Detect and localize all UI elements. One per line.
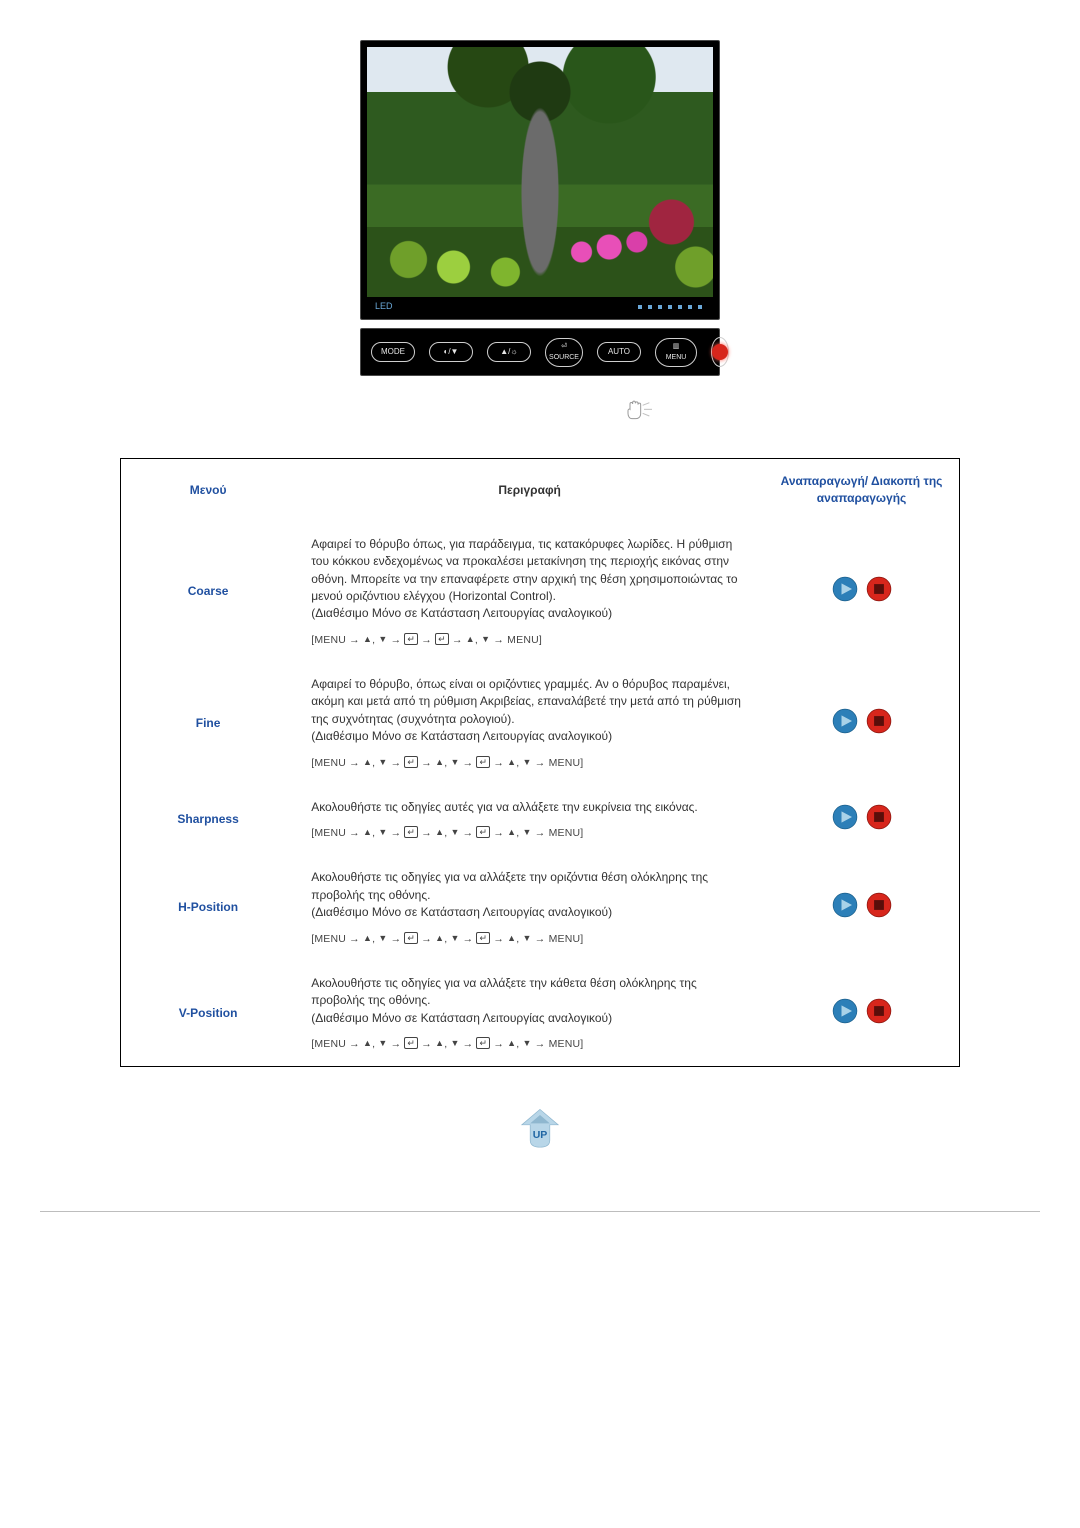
play-stop-cell: [764, 785, 959, 856]
source-enter-icon: ⏎: [561, 342, 567, 352]
svg-text:UP: UP: [533, 1129, 548, 1141]
stop-icon[interactable]: [865, 891, 893, 919]
tap-hand-illustration: [120, 396, 960, 428]
nav-sequence: [MENU → ▲, ▼ → ↵ → ▲, ▼ → ↵ → ▲, ▼ → MEN…: [311, 1037, 748, 1052]
play-icon[interactable]: [831, 575, 859, 603]
power-led-icon: [712, 344, 728, 360]
menu-description: Αφαιρεί το θόρυβο, όπως είναι οι οριζόντ…: [295, 662, 764, 785]
play-icon[interactable]: [831, 803, 859, 831]
auto-button[interactable]: AUTO: [597, 342, 641, 362]
contrast-down-button[interactable]: ◐/▼: [429, 342, 473, 362]
led-strip: LED: [367, 297, 713, 313]
monitor-bezel: LED: [360, 40, 720, 320]
table-header-row: Μενού Περιγραφή Αναπαραγωγή/ Διακοπή της…: [121, 459, 960, 522]
play-stop-cell: [764, 662, 959, 785]
stop-icon[interactable]: [865, 997, 893, 1025]
mode-button[interactable]: MODE: [371, 342, 415, 362]
hand-icon: [620, 396, 660, 428]
menu-description: Ακολουθήστε τις οδηγίες για να αλλάξετε …: [295, 961, 764, 1067]
play-icon[interactable]: [831, 707, 859, 735]
table-row: SharpnessΑκολουθήστε τις οδηγίες αυτές γ…: [121, 785, 960, 856]
header-play: Αναπαραγωγή/ Διακοπή της αναπαραγωγής: [764, 459, 959, 522]
menu-name: H-Position: [121, 855, 296, 960]
footer-divider: [40, 1211, 1040, 1212]
nav-sequence: [MENU → ▲, ▼ → ↵ → ▲, ▼ → ↵ → ▲, ▼ → MEN…: [311, 756, 748, 771]
nav-sequence: [MENU → ▲, ▼ → ↵ → ↵ → ▲, ▼ → MENU]: [311, 633, 748, 648]
menu-button[interactable]: ▥ MENU: [655, 338, 697, 367]
table-row: CoarseΑφαιρεί το θόρυβο όπως, για παράδε…: [121, 522, 960, 662]
led-label: LED: [375, 301, 393, 311]
header-desc: Περιγραφή: [295, 459, 764, 522]
play-icon[interactable]: [831, 997, 859, 1025]
settings-table: Μενού Περιγραφή Αναπαραγωγή/ Διακοπή της…: [120, 458, 960, 1067]
monitor-control-bar: MODE ◐/▼ ▲/☼ ⏎ SOURCE AUTO ▥ MENU: [360, 328, 720, 376]
table-row: H-PositionΑκολουθήστε τις οδηγίες για να…: [121, 855, 960, 960]
power-button[interactable]: [711, 337, 729, 367]
nav-sequence: [MENU → ▲, ▼ → ↵ → ▲, ▼ → ↵ → ▲, ▼ → MEN…: [311, 932, 748, 947]
monitor-photo: LED MODE ◐/▼ ▲/☼ ⏎ SOURCE AUTO ▥ MENU: [360, 40, 720, 376]
play-stop-cell: [764, 961, 959, 1067]
menu-name: V-Position: [121, 961, 296, 1067]
back-to-top-button[interactable]: UP: [120, 1107, 960, 1151]
nav-sequence: [MENU → ▲, ▼ → ↵ → ▲, ▼ → ↵ → ▲, ▼ → MEN…: [311, 826, 748, 841]
stop-icon[interactable]: [865, 575, 893, 603]
source-label: SOURCE: [549, 353, 579, 363]
play-icon[interactable]: [831, 891, 859, 919]
menu-description: Αφαιρεί το θόρυβο όπως, για παράδειγμα, …: [295, 522, 764, 662]
header-menu: Μενού: [121, 459, 296, 522]
menu-description: Ακολουθήστε τις οδηγίες για να αλλάξετε …: [295, 855, 764, 960]
stop-icon[interactable]: [865, 707, 893, 735]
table-row: FineΑφαιρεί το θόρυβο, όπως είναι οι ορι…: [121, 662, 960, 785]
stop-icon[interactable]: [865, 803, 893, 831]
led-indicator-dots: [635, 301, 705, 311]
menu-label: MENU: [666, 353, 687, 363]
play-stop-cell: [764, 855, 959, 960]
menu-name: Coarse: [121, 522, 296, 662]
brightness-up-button[interactable]: ▲/☼: [487, 342, 531, 362]
source-button[interactable]: ⏎ SOURCE: [545, 338, 583, 367]
menu-name: Sharpness: [121, 785, 296, 856]
menu-icon: ▥: [673, 342, 680, 352]
menu-name: Fine: [121, 662, 296, 785]
menu-description: Ακολουθήστε τις οδηγίες αυτές για να αλλ…: [295, 785, 764, 856]
play-stop-cell: [764, 522, 959, 662]
screen-sample-image: [367, 47, 713, 297]
table-row: V-PositionΑκολουθήστε τις οδηγίες για να…: [121, 961, 960, 1067]
